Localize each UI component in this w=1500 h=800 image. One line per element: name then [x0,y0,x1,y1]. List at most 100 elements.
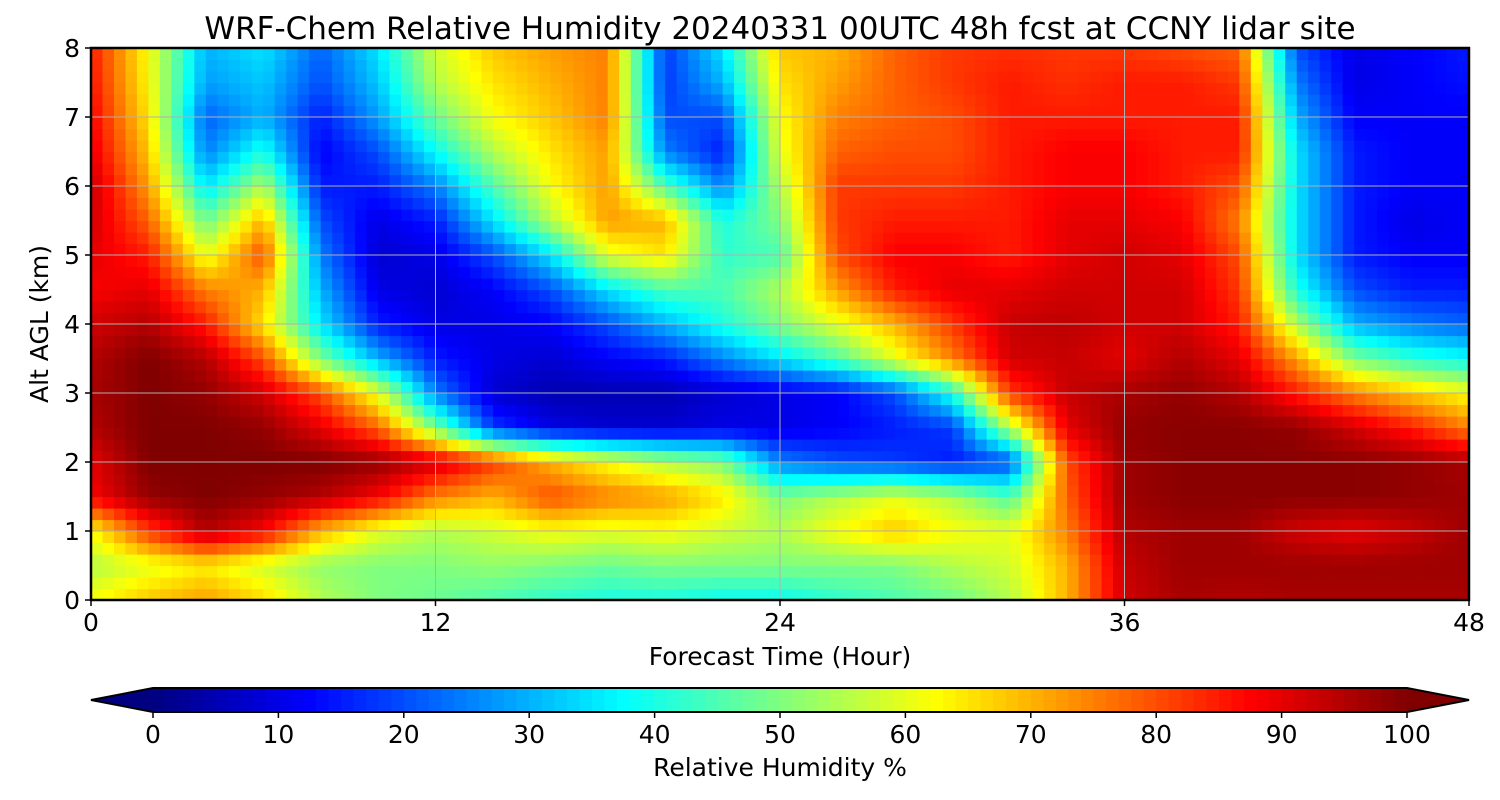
heatmap-cell [320,324,333,337]
heatmap-cell [504,381,517,394]
heatmap-cell [653,519,666,532]
heatmap-cell [263,450,276,463]
heatmap-cell [1262,174,1275,187]
heatmap-cell [286,151,299,164]
heatmap-cell [1411,266,1424,279]
heatmap-cell [286,197,299,210]
heatmap-cell [435,416,448,429]
heatmap-cell [366,128,379,141]
heatmap-cell [469,531,483,544]
heatmap-cell [205,289,218,302]
heatmap-cell [1113,496,1126,509]
heatmap-cell [401,577,414,590]
heatmap-cell [642,301,655,314]
heatmap-cell [378,335,391,348]
heatmap-cell [1170,324,1183,337]
heatmap-cell [757,163,770,176]
heatmap-cell [297,554,310,567]
heatmap-cell [791,416,804,429]
heatmap-cell [642,232,655,245]
heatmap-cell [1101,174,1114,187]
heatmap-cell [527,381,540,394]
heatmap-cell [1250,381,1263,394]
heatmap-cell [745,542,758,555]
heatmap-cell [561,485,574,498]
heatmap-cell [1193,565,1206,578]
heatmap-cell [240,588,253,601]
heatmap-cell [906,335,919,348]
heatmap-cell [722,163,735,176]
heatmap-cell [848,393,861,406]
heatmap-cell [320,577,333,590]
heatmap-cell [1181,577,1194,590]
heatmap-cell [389,393,402,406]
heatmap-cell [561,427,574,440]
heatmap-cell [492,347,505,360]
heatmap-cell [389,301,402,314]
heatmap-cell [159,151,172,164]
heatmap-cell [975,209,988,222]
heatmap-cell [1193,416,1206,429]
heatmap-cell [1285,358,1298,371]
heatmap-cell [515,416,528,429]
heatmap-cell [1434,301,1447,314]
heatmap-cell [745,301,758,314]
heatmap-cell [906,577,919,590]
heatmap-cell [538,278,551,291]
heatmap-cell [446,243,460,256]
heatmap-cell [848,312,861,325]
heatmap-cell [1434,588,1447,601]
heatmap-cell [240,117,253,130]
heatmap-cell [343,278,356,291]
heatmap-cell [355,439,368,452]
heatmap-cell [1377,128,1390,141]
heatmap-cell [699,174,712,187]
heatmap-cell [998,485,1011,498]
heatmap-cell [182,186,195,199]
heatmap-cell [688,381,701,394]
heatmap-cell [1090,301,1103,314]
heatmap-cell [1055,358,1068,371]
heatmap-cell [1319,496,1332,509]
heatmap-cell [401,335,414,348]
heatmap-cell [1055,209,1068,222]
heatmap-cell [768,462,781,475]
heatmap-cell [825,519,839,532]
heatmap-cell [1032,266,1045,279]
heatmap-cell [1032,301,1045,314]
heatmap-cell [1239,255,1252,268]
heatmap-cell [929,220,942,233]
heatmap-cell [998,404,1011,417]
heatmap-cell [286,335,299,348]
heatmap-cell [1193,485,1206,498]
heatmap-cell [1147,473,1160,486]
heatmap-cell [653,531,666,544]
heatmap-cell [1411,278,1424,291]
heatmap-cell [1354,151,1367,164]
heatmap-cell [102,312,115,325]
heatmap-cell [837,519,850,532]
heatmap-cell [607,542,620,555]
heatmap-cell [355,335,368,348]
heatmap-cell [1067,393,1080,406]
heatmap-cell [1400,496,1413,509]
heatmap-cell [791,347,804,360]
heatmap-cell [768,531,781,544]
heatmap-cell [159,312,172,325]
heatmap-cell [1388,163,1401,176]
heatmap-cell [802,197,816,210]
heatmap-cell [607,301,620,314]
heatmap-cell [665,554,678,567]
heatmap-cell [1101,289,1114,302]
heatmap-cell [837,496,850,509]
heatmap-cell [1388,370,1401,383]
heatmap-cell [653,450,666,463]
heatmap-cell [1273,312,1286,325]
heatmap-cell [469,542,483,555]
heatmap-cell [952,140,965,153]
heatmap-cell [113,485,127,498]
heatmap-cell [366,278,379,291]
heatmap-cell [435,370,448,383]
heatmap-cell [274,324,287,337]
heatmap-cell [802,531,816,544]
